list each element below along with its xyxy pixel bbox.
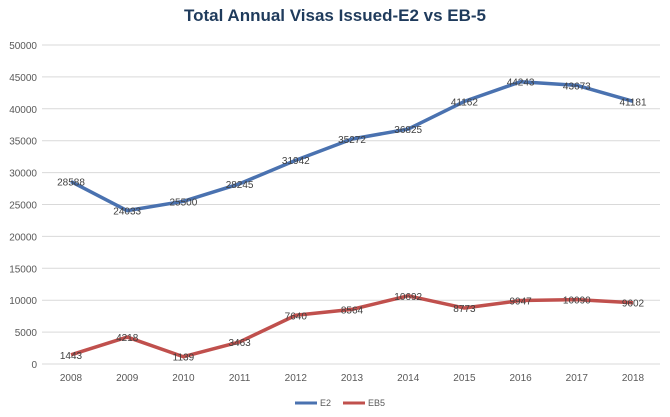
x-tick-label: 2010 (172, 373, 195, 384)
y-tick-label: 30000 (9, 169, 37, 180)
y-tick-label: 35000 (9, 137, 37, 148)
data-label: 8773 (453, 304, 476, 315)
data-label: 41162 (451, 97, 479, 108)
data-label: 4218 (116, 333, 139, 344)
x-tick-label: 2017 (566, 373, 589, 384)
data-label: 8564 (341, 305, 364, 316)
data-label: 28245 (226, 180, 254, 191)
data-label: 35272 (338, 135, 366, 146)
data-label: 10090 (563, 296, 591, 307)
x-tick-label: 2014 (397, 373, 420, 384)
y-tick-label: 10000 (9, 296, 37, 307)
legend-label: E2 (320, 398, 331, 408)
legend-label: EB5 (368, 398, 385, 408)
y-tick-label: 20000 (9, 232, 37, 243)
chart-title: Total Annual Visas Issued-E2 vs EB-5 (183, 6, 486, 25)
y-tick-label: 40000 (9, 105, 37, 116)
data-label: 3463 (228, 338, 251, 349)
x-tick-label: 2018 (622, 373, 645, 384)
x-tick-label: 2015 (453, 373, 476, 384)
x-tick-label: 2009 (116, 373, 139, 384)
y-tick-label: 15000 (9, 264, 37, 275)
data-label: 10692 (394, 292, 422, 303)
y-tick-label: 45000 (9, 73, 37, 84)
data-label: 28588 (57, 178, 85, 189)
y-tick-label: 0 (31, 360, 37, 371)
y-tick-label: 5000 (15, 328, 38, 339)
series-line-eb5 (70, 294, 634, 359)
data-label: 31942 (282, 156, 310, 167)
data-label: 43673 (563, 81, 591, 92)
series-line-e2 (70, 79, 634, 213)
data-label: 9602 (622, 299, 645, 310)
data-label: 9947 (509, 297, 532, 308)
data-label: 1443 (60, 351, 83, 362)
y-tick-label: 25000 (9, 201, 37, 212)
data-label: 41181 (619, 97, 647, 108)
data-label: 44243 (507, 78, 535, 89)
x-tick-label: 2016 (509, 373, 532, 384)
x-tick-label: 2013 (341, 373, 364, 384)
data-label: 25500 (169, 197, 197, 208)
x-tick-label: 2011 (229, 373, 251, 384)
data-label: 7640 (285, 311, 308, 322)
y-tick-label: 50000 (9, 41, 37, 52)
data-label: 24033 (113, 207, 141, 218)
x-tick-label: 2012 (285, 373, 308, 384)
x-tick-label: 2008 (60, 373, 83, 384)
data-label: 1139 (173, 353, 195, 364)
data-label: 36825 (394, 125, 422, 136)
